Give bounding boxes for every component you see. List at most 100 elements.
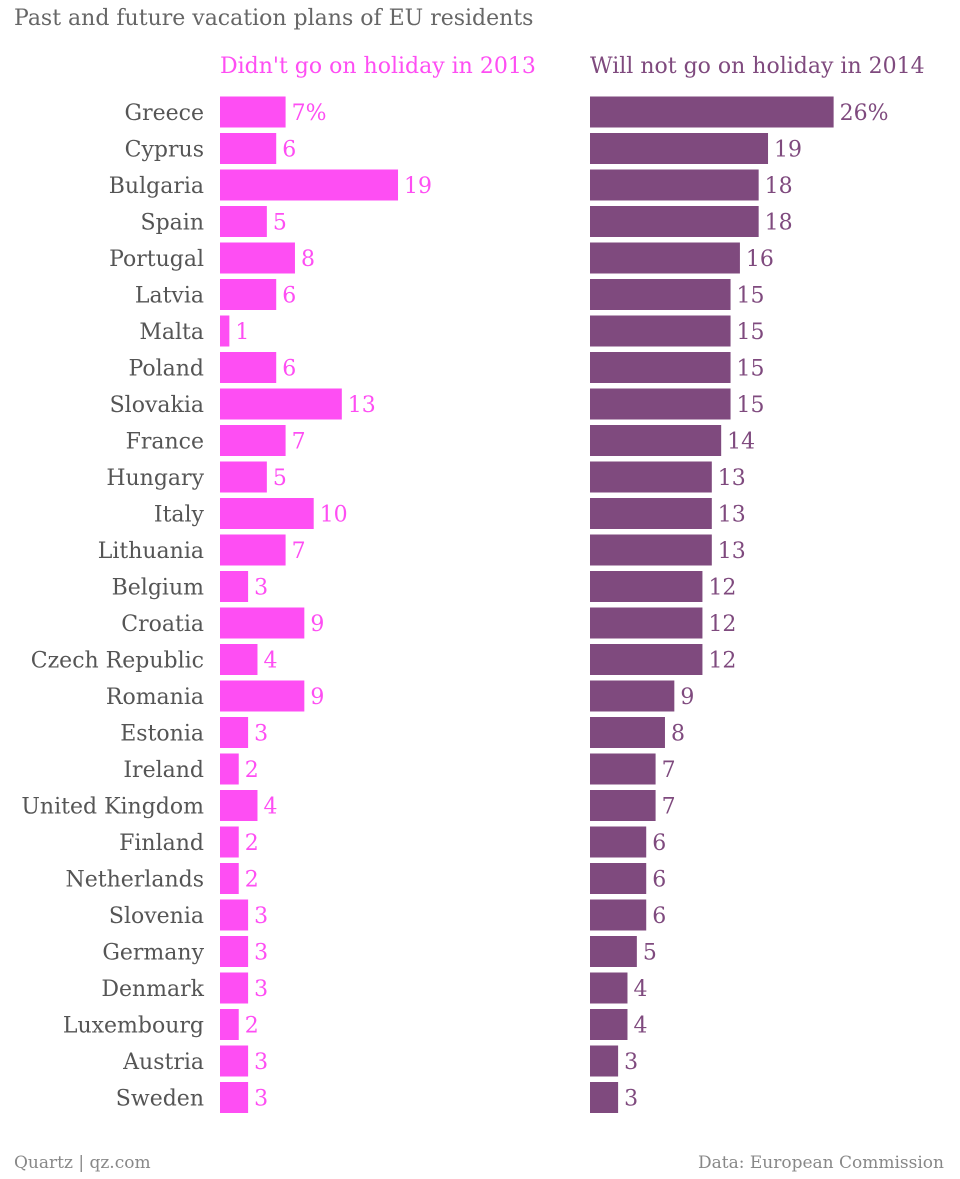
category-label: Estonia [120,722,204,747]
data-label: 3 [254,941,268,966]
data-label: 7 [662,758,676,783]
bar-2014 [590,1045,619,1077]
data-label: 9 [310,685,324,710]
data-label: 6 [652,868,666,893]
footer-source: Quartz | qz.com [14,1153,151,1173]
bar-2013 [220,571,249,602]
bar-2013 [220,242,295,274]
bar-2013 [220,534,286,566]
bar-2013 [220,607,305,639]
data-label: 13 [718,466,746,491]
bar-2014 [590,96,834,128]
data-label: 6 [282,357,296,382]
data-label: 16 [746,247,774,272]
bar-2013 [220,461,267,493]
bar-2014 [590,498,712,529]
category-label: Bulgaria [109,174,204,199]
category-label: United Kingdom [21,795,204,820]
category-label: Poland [128,357,204,382]
category-label: Belgium [112,576,205,601]
bar-2013 [220,790,258,821]
bar-2014 [590,826,647,858]
bar-2014 [590,425,722,456]
bar-2014 [590,863,647,894]
category-label: Netherlands [65,868,204,893]
bar-2014 [590,1009,628,1040]
category-label: Croatia [121,612,204,637]
bar-2014 [590,753,656,785]
data-label: 5 [273,466,287,491]
category-label: Portugal [109,247,204,272]
category-label: Czech Republic [31,649,204,674]
bar-2013 [220,388,342,420]
bar-2013 [220,936,249,967]
data-label: 19 [404,174,432,199]
data-label: 2 [245,868,259,893]
bar-2013 [220,279,277,310]
data-label: 6 [282,138,296,163]
bar-2013 [220,863,239,894]
data-label: 3 [254,904,268,929]
data-label: 9 [680,685,694,710]
category-label: Italy [154,503,205,528]
bar-2013 [220,972,249,1004]
bar-2014 [590,242,740,274]
bar-2014 [590,461,712,493]
bar-2014 [590,169,759,201]
bar-2014 [590,206,759,237]
data-label: 13 [348,393,376,418]
data-label: 7 [662,795,676,820]
data-label: 9 [310,612,324,637]
category-label: Slovakia [110,393,204,418]
data-label: 3 [624,1050,638,1075]
data-label: 4 [263,649,277,674]
bar-2013 [220,352,277,383]
bar-2013 [220,717,249,748]
category-label: Denmark [101,977,204,1002]
bar-2013 [220,680,305,712]
bar-2013 [220,1082,249,1113]
category-label: Lithuania [98,539,204,564]
data-label: 6 [282,284,296,309]
bar-2013 [220,315,230,347]
bar-2013 [220,206,267,237]
bar-2013 [220,899,249,931]
data-label: 19 [774,138,802,163]
data-label: 13 [718,503,746,528]
data-label: 4 [633,977,647,1002]
data-label: 3 [254,576,268,601]
bar-2013 [220,826,239,858]
bar-2013 [220,169,399,201]
bar-2014 [590,680,675,712]
bar-2014 [590,571,703,602]
category-label: Spain [141,211,204,236]
bar-2014 [590,133,769,164]
chart-title: Past and future vacation plans of EU res… [14,6,534,31]
category-label: Germany [102,941,204,966]
category-label: Ireland [123,758,204,783]
data-label: 15 [737,284,765,309]
bar-2013 [220,425,286,456]
bar-2014 [590,315,731,347]
data-label: 2 [245,1014,259,1039]
data-label: 14 [727,430,755,455]
data-label: 12 [708,649,736,674]
category-label: Romania [106,685,204,710]
data-label: 4 [633,1014,647,1039]
data-label: 3 [624,1087,638,1112]
bar-2014 [590,717,665,748]
data-label: 26% [840,101,889,126]
bar-2014 [590,644,703,675]
bar-2014 [590,607,703,639]
data-label: 3 [254,722,268,747]
category-label: Sweden [116,1087,204,1112]
bar-2014 [590,279,731,310]
bar-2013 [220,498,314,529]
data-label: 13 [718,539,746,564]
category-label: Luxembourg [63,1014,204,1039]
data-label: 15 [737,357,765,382]
category-label: Austria [122,1050,204,1075]
data-label: 8 [301,247,315,272]
data-label: 3 [254,1087,268,1112]
